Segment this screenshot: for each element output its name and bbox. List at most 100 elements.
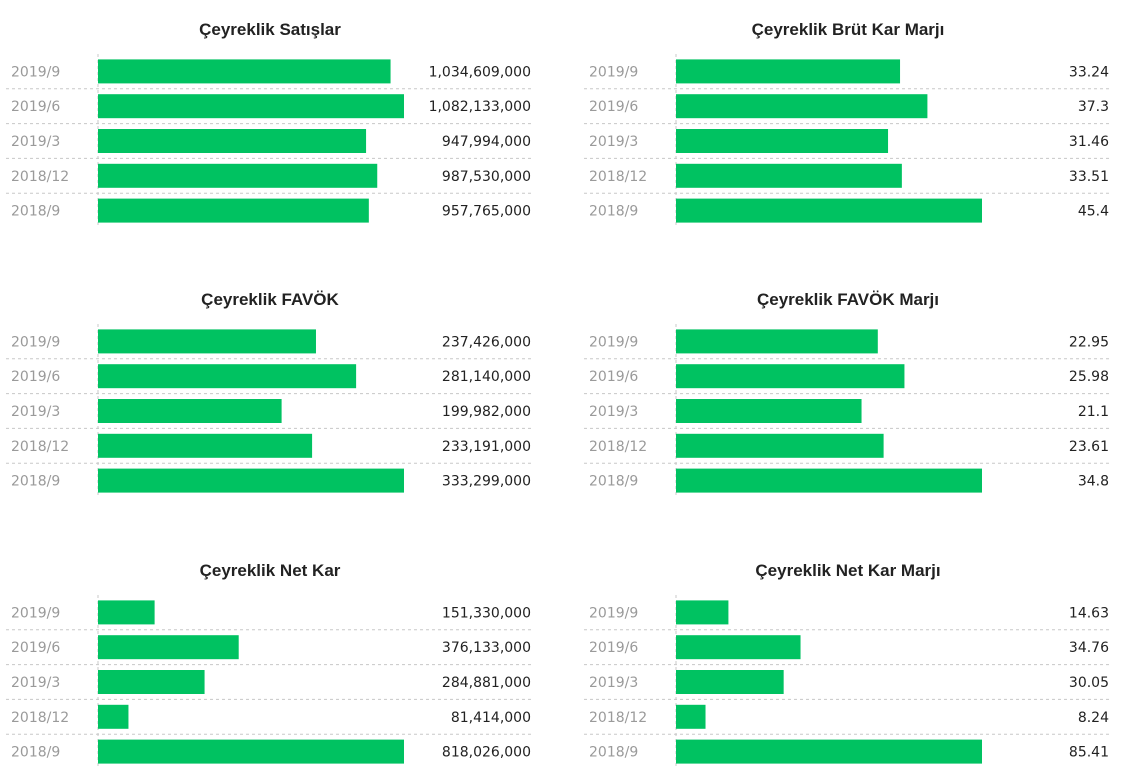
value-label: 30.05 [1069, 675, 1109, 691]
value-label: 85.41 [1069, 745, 1109, 761]
value-label: 284,881,000 [442, 675, 531, 691]
value-label: 957,765,000 [442, 204, 531, 220]
bar [98, 59, 391, 84]
value-label: 333,299,000 [442, 474, 531, 490]
bar [98, 94, 404, 119]
bar [98, 600, 155, 625]
bar [676, 163, 902, 188]
category-label: 2019/9 [11, 334, 60, 350]
bar [98, 670, 205, 694]
chart-plot: 2019/9 151,330,000 2019/6 376,133,000 2019/3… [6, 595, 534, 769]
value-label: 281,140,000 [442, 369, 531, 385]
category-label: 2019/9 [11, 64, 60, 80]
value-label: 8.24 [1078, 710, 1109, 726]
bar [676, 433, 884, 458]
value-label: 25.98 [1069, 369, 1109, 385]
chart-title: Çeyreklik Net Kar Marjı [755, 561, 941, 580]
bar [676, 129, 889, 153]
bar [676, 198, 982, 223]
category-label: 2018/9 [589, 204, 638, 220]
category-label: 2019/3 [11, 134, 60, 150]
chart-title: Çeyreklik FAVÖK Marjı [756, 290, 940, 309]
chart-title: Çeyreklik Brüt Kar Marjı [751, 20, 945, 39]
value-label: 818,026,000 [442, 745, 531, 761]
bar [676, 739, 982, 764]
value-label: 1,082,133,000 [429, 99, 531, 115]
category-label: 2019/9 [589, 334, 638, 350]
value-label: 947,994,000 [442, 134, 531, 150]
category-label: 2019/3 [11, 404, 60, 420]
category-label: 2018/12 [11, 439, 69, 455]
bar [676, 635, 801, 660]
value-label: 237,426,000 [442, 334, 531, 350]
category-label: 2018/9 [11, 745, 60, 761]
value-label: 376,133,000 [442, 640, 531, 656]
category-label: 2018/12 [11, 169, 69, 185]
bar [676, 399, 862, 423]
chart-title: Çeyreklik Net Kar [199, 561, 341, 580]
value-label: 21.1 [1078, 404, 1109, 420]
category-label: 2019/6 [589, 99, 638, 115]
chart-plot: 2019/9 33.24 2019/6 37.3 2019/3 31.46 2018/12 3… [584, 54, 1112, 228]
chart-ceyreklik-satislar: Çeyreklik Satışlar 2019/9 1,034,609,000 201… [6, 16, 534, 228]
chart-plot: 2019/9 14.63 2019/6 34.76 2019/3 30.05 2018/12… [584, 595, 1112, 769]
chart-ceyreklik-favok: Çeyreklik FAVÖK 2019/9 237,426,000 2019/6 28… [6, 286, 534, 498]
category-label: 2019/9 [589, 605, 638, 621]
value-label: 37.3 [1078, 99, 1109, 115]
bar [98, 198, 369, 223]
bar [676, 329, 878, 354]
value-label: 23.61 [1069, 439, 1109, 455]
value-label: 22.95 [1069, 334, 1109, 350]
bar [676, 59, 901, 84]
category-label: 2019/9 [589, 64, 638, 80]
value-label: 33.51 [1069, 169, 1109, 185]
category-label: 2019/6 [11, 369, 60, 385]
value-label: 151,330,000 [442, 605, 531, 621]
bar [98, 433, 313, 458]
category-label: 2018/9 [11, 474, 60, 490]
chart-ceyreklik-favok-marji: Çeyreklik FAVÖK Marjı 2019/9 22.95 2019/6 25… [584, 286, 1112, 498]
bar [98, 163, 378, 188]
category-label: 2019/6 [589, 369, 638, 385]
value-label: 45.4 [1078, 204, 1109, 220]
value-label: 987,530,000 [442, 169, 531, 185]
value-label: 1,034,609,000 [429, 64, 531, 80]
bar [98, 635, 239, 660]
bar [676, 364, 905, 389]
value-label: 14.63 [1069, 605, 1109, 621]
category-label: 2019/3 [589, 404, 638, 420]
category-label: 2018/12 [589, 710, 647, 726]
value-label: 34.8 [1078, 474, 1109, 490]
chart-title: Çeyreklik Satışlar [199, 20, 341, 39]
bar [676, 600, 729, 625]
bar [98, 129, 367, 153]
category-label: 2018/12 [589, 169, 647, 185]
category-label: 2018/12 [11, 710, 69, 726]
bar [98, 739, 404, 764]
category-label: 2019/3 [11, 675, 60, 691]
category-label: 2019/6 [11, 640, 60, 656]
category-label: 2018/12 [589, 439, 647, 455]
chart-plot: 2019/9 1,034,609,000 2019/6 1,082,133,000 20… [6, 54, 534, 228]
chart-ceyreklik-net-kar: Çeyreklik Net Kar 2019/9 151,330,000 2019/6… [6, 557, 534, 769]
chart-title: Çeyreklik FAVÖK [201, 290, 339, 309]
category-label: 2019/3 [589, 675, 638, 691]
chart-ceyreklik-net-kar-marji: Çeyreklik Net Kar Marjı 2019/9 14.63 2019/6… [584, 557, 1112, 769]
value-label: 34.76 [1069, 640, 1109, 656]
bar [98, 704, 129, 729]
category-label: 2019/6 [11, 99, 60, 115]
chart-ceyreklik-brut-kar-marji: Çeyreklik Brüt Kar Marjı 2019/9 33.24 2019/… [584, 16, 1112, 228]
category-label: 2019/9 [11, 605, 60, 621]
chart-plot: 2019/9 22.95 2019/6 25.98 2019/3 21.1 2018/12 2… [584, 324, 1112, 498]
category-label: 2018/9 [589, 745, 638, 761]
value-label: 31.46 [1069, 134, 1109, 150]
category-label: 2018/9 [589, 474, 638, 490]
category-label: 2019/6 [589, 640, 638, 656]
value-label: 199,982,000 [442, 404, 531, 420]
bar [98, 468, 404, 493]
value-label: 233,191,000 [442, 439, 531, 455]
bar [98, 399, 282, 423]
value-label: 33.24 [1069, 64, 1109, 80]
bar [676, 94, 928, 119]
